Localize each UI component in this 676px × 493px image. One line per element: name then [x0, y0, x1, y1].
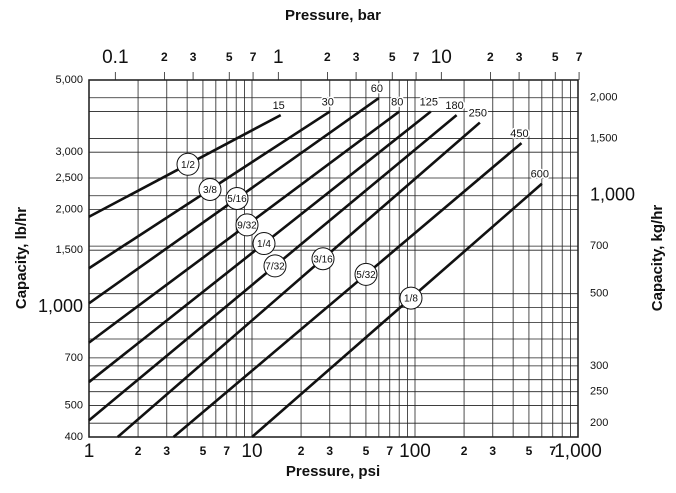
y2-tick-label: 200 — [590, 417, 608, 429]
max-pressure-label: 250 — [469, 107, 487, 119]
badge-circle — [198, 177, 222, 201]
x-tick-label: 7 — [386, 444, 393, 458]
y2-tick-label: 250 — [590, 386, 608, 398]
y-axis-title: Capacity, lb/hr — [13, 207, 30, 309]
orifice-label: 3/8 — [203, 185, 217, 196]
x-tick-label: 1 — [84, 441, 95, 462]
capacity-line — [172, 142, 523, 438]
orifice-badge: 9/32 — [235, 213, 259, 237]
x2-tick-label: 7 — [576, 50, 583, 64]
orifice-label: 9/32 — [237, 221, 257, 232]
y-tick-label: 400 — [65, 431, 83, 443]
y-tick-label: 1,000 — [38, 296, 83, 316]
max-pressure-label: 125 — [420, 96, 438, 108]
max-pressure-label: 30 — [322, 96, 334, 108]
y2-tick-label: 700 — [590, 240, 608, 252]
x-axis-title: Pressure, psi — [286, 463, 380, 480]
orifice-badge: 1/2 — [176, 152, 200, 176]
x2-tick-label: 5 — [226, 50, 233, 64]
x-tick-label: 1,000 — [554, 441, 602, 462]
x2-tick-label: 3 — [516, 50, 523, 64]
orifice-badge: 5/16 — [225, 187, 249, 211]
x-tick-label: 3 — [163, 444, 170, 458]
badge-circle — [354, 262, 378, 286]
x-tick-label: 2 — [461, 444, 468, 458]
capacity-line — [116, 121, 481, 438]
y-tick-label: 2,500 — [55, 172, 83, 184]
orifice-label: 3/16 — [313, 254, 333, 265]
x-tick-label: 10 — [241, 441, 262, 462]
max-pressure-label: 80 — [391, 96, 403, 108]
orifice-badge: 1/8 — [399, 286, 423, 310]
y-tick-label: 700 — [65, 352, 83, 364]
x2-tick-label: 2 — [487, 50, 494, 64]
badge-circle — [235, 213, 259, 237]
y2-tick-label: 1,000 — [590, 184, 635, 204]
x-tick-label: 3 — [326, 444, 333, 458]
y-tick-label: 2,000 — [55, 203, 83, 215]
orifice-label: 1/4 — [257, 239, 271, 250]
y-tick-label: 3,000 — [55, 146, 83, 158]
badge-circle — [176, 152, 200, 176]
x-tick-label: 2 — [298, 444, 305, 458]
orifice-label: 1/2 — [181, 160, 195, 171]
max-pressure-label: 450 — [510, 128, 528, 140]
x2-tick-label: 5 — [389, 50, 396, 64]
x2-tick-label: 7 — [413, 50, 420, 64]
x-tick-label: 7 — [223, 444, 230, 458]
y-tick-label: 5,000 — [55, 74, 83, 86]
x2-tick-label: 1 — [273, 47, 284, 68]
x2-tick-label: 3 — [353, 50, 360, 64]
y2-tick-label: 500 — [590, 288, 608, 300]
max-pressure-label: 600 — [531, 169, 549, 181]
badge-circle — [252, 232, 276, 256]
orifice-badge: 1/4 — [252, 232, 276, 256]
badge-circle — [311, 247, 335, 271]
badge-circle — [263, 254, 287, 278]
orifice-badge: 3/8 — [198, 177, 222, 201]
badge-circle — [225, 187, 249, 211]
x-tick-label: 3 — [489, 444, 496, 458]
capacity-line — [251, 182, 543, 438]
x-tick-label: 5 — [200, 444, 207, 458]
y-tick-label: 500 — [65, 399, 83, 411]
orifice-label: 1/8 — [404, 294, 418, 305]
x-tick-label: 5 — [526, 444, 533, 458]
y2-axis-title: Capacity, kg/hr — [649, 205, 666, 312]
orifice-badge: 3/16 — [311, 247, 335, 271]
x-tick-label: 2 — [135, 444, 142, 458]
orifice-badge: 5/32 — [354, 262, 378, 286]
x2-tick-label: 10 — [431, 47, 452, 68]
x2-tick-label: 2 — [324, 50, 331, 64]
x2-tick-label: 3 — [190, 50, 197, 64]
orifice-label: 5/32 — [356, 270, 376, 281]
y2-tick-label: 2,000 — [590, 92, 618, 104]
orifice-label: 5/16 — [227, 194, 247, 205]
max-pressure-label: 60 — [371, 83, 383, 95]
max-pressure-label: 180 — [445, 100, 463, 112]
x-tick-label: 100 — [399, 441, 431, 462]
max-pressure-label: 15 — [273, 100, 285, 112]
y2-tick-label: 1,500 — [590, 132, 618, 144]
x2-axis-title: Pressure, bar — [285, 7, 381, 24]
x2-tick-label: 0.1 — [102, 47, 128, 68]
y2-tick-label: 300 — [590, 360, 608, 372]
x-tick-label: 7 — [549, 444, 556, 458]
x2-tick-label: 2 — [161, 50, 168, 64]
y-tick-label: 1,500 — [55, 244, 83, 256]
x2-tick-label: 5 — [552, 50, 559, 64]
badge-circle — [399, 286, 423, 310]
orifice-label: 7/32 — [265, 262, 285, 273]
x-tick-label: 5 — [363, 444, 370, 458]
x2-tick-label: 7 — [250, 50, 257, 64]
orifice-badge: 7/32 — [263, 254, 287, 278]
